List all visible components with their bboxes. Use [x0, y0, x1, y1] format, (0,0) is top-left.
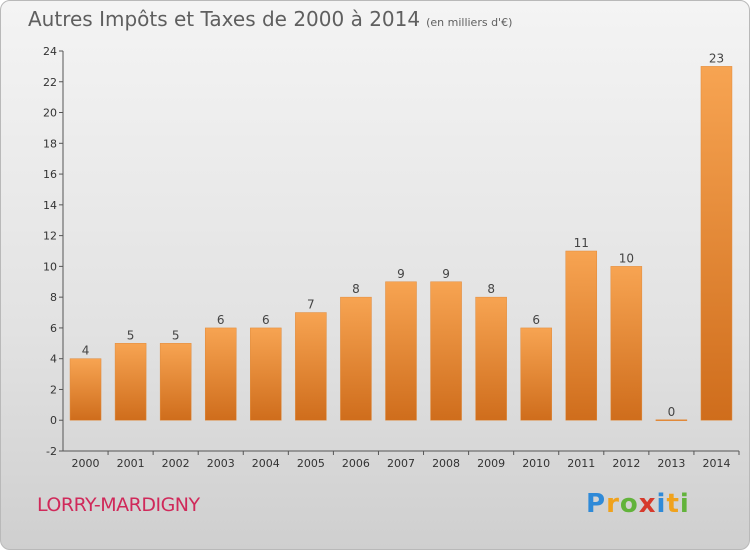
data-label: 23: [709, 51, 724, 65]
data-label: 9: [397, 267, 405, 281]
data-label: 0: [668, 405, 676, 419]
data-label: 11: [574, 236, 589, 250]
y-tick-label: 8: [50, 291, 57, 304]
y-tick-label: 20: [43, 107, 57, 120]
y-tick-label: 2: [50, 383, 57, 396]
x-tick-label: 2008: [432, 457, 460, 470]
bar: [475, 296, 507, 421]
y-tick-label: 12: [43, 230, 57, 243]
title-main: Autres Impôts et Taxes de 2000 à 2014: [28, 7, 421, 31]
x-tick-label: 2013: [657, 457, 685, 470]
x-tick-label: 2001: [117, 457, 145, 470]
chart-bars: [69, 66, 733, 421]
y-tick-label: 4: [50, 353, 57, 366]
data-label: 6: [262, 313, 270, 327]
logo-letter: P: [586, 489, 607, 519]
logo-letter: t: [666, 489, 680, 519]
chart-title: Autres Impôts et Taxes de 2000 à 2014 (en…: [28, 7, 512, 31]
logo-letter: x: [638, 489, 657, 519]
x-tick-label: 2004: [252, 457, 280, 470]
data-label: 6: [532, 313, 540, 327]
bar: [430, 281, 462, 421]
x-tick-label: 2006: [342, 457, 370, 470]
data-label: 7: [307, 298, 315, 312]
bar: [655, 419, 688, 421]
bar: [340, 296, 372, 421]
x-tick-label: 2014: [702, 457, 730, 470]
proxiti-logo: Proxiti: [586, 489, 690, 519]
data-label: 5: [172, 328, 180, 342]
bar: [204, 327, 237, 421]
x-tick-label: 2007: [387, 457, 415, 470]
bar: [114, 343, 147, 421]
logo-letter: r: [606, 489, 620, 519]
x-tick-label: 2005: [297, 457, 325, 470]
y-tick-label: 16: [43, 168, 57, 181]
chart-data-labels: 4 5 5 6 6 7 8 9 9 8 6 11 10 0 23: [82, 51, 724, 419]
x-tick-label: 2012: [612, 457, 640, 470]
x-tick-label: 2003: [207, 457, 235, 470]
bar: [295, 312, 327, 421]
data-label: 8: [352, 282, 360, 296]
bar: [250, 327, 282, 421]
y-tick-label: 6: [50, 322, 57, 335]
y-tick-label: 10: [43, 260, 57, 273]
data-label: 6: [217, 313, 225, 327]
bar: [69, 358, 102, 421]
bar: [520, 327, 552, 421]
bar: [159, 343, 192, 421]
title-unit: (en milliers d'€): [426, 16, 513, 29]
x-tick-label: 2010: [522, 457, 550, 470]
y-tick-label: 24: [43, 45, 57, 58]
commune-name: LORRY-MARDIGNY: [37, 494, 200, 516]
y-tick-label: 18: [43, 137, 57, 150]
bar: [565, 250, 598, 421]
y-tick-label: 0: [50, 414, 57, 427]
y-tick-label: 14: [43, 199, 57, 212]
logo-letter: i: [656, 489, 667, 519]
y-tick-label: -2: [46, 445, 57, 458]
data-label: 8: [487, 282, 495, 296]
logo-letter: i: [679, 489, 690, 519]
data-label: 4: [82, 344, 90, 358]
y-tick-label: 22: [43, 76, 57, 89]
x-tick-label: 2009: [477, 457, 505, 470]
bar: [610, 266, 643, 421]
data-label: 9: [442, 267, 450, 281]
x-tick-label: 2011: [567, 457, 595, 470]
data-label: 5: [127, 328, 135, 342]
logo-letter: o: [619, 489, 639, 519]
x-tick-label: 2000: [72, 457, 100, 470]
bar: [385, 281, 417, 421]
data-label: 10: [619, 251, 634, 265]
bar: [700, 66, 733, 421]
x-tick-label: 2002: [162, 457, 190, 470]
